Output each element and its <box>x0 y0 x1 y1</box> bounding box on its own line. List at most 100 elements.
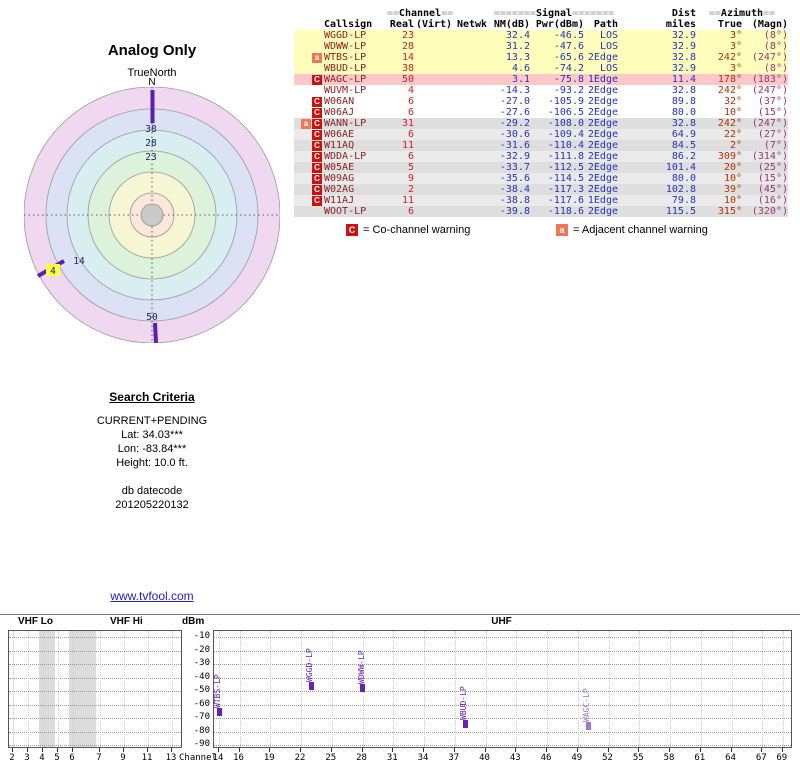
cell-nm: -27.6 <box>499 107 530 118</box>
channel-tick <box>42 748 43 752</box>
cell-dist: 32.9 <box>671 63 696 74</box>
radar-channel-label: 50 <box>146 312 158 323</box>
uhf-panel: WTBS-LP WGGD-LP WDWW-LP WBUD-LP WAGC-LP <box>213 630 792 748</box>
col-netwk: Netwk <box>456 19 488 30</box>
adjacent-channel-legend: a = Adjacent channel warning <box>556 224 708 236</box>
cell-callsign: WDDA-LP <box>324 151 367 162</box>
cell-dist: 89.8 <box>671 96 696 107</box>
tvfool-link[interactable]: www.tvfool.com <box>110 589 194 603</box>
cell-nm: -32.9 <box>499 151 530 162</box>
cell-real: 6 <box>407 96 414 107</box>
channel-gridline <box>762 631 764 747</box>
cell-real: 2 <box>407 184 414 195</box>
cell-callsign: W05AE <box>324 162 355 173</box>
cell-path: 2Edge <box>587 151 618 162</box>
warning-badges <box>294 85 322 96</box>
cell-nm: 32.4 <box>505 30 530 41</box>
search-criteria-title: Search Criteria <box>109 390 195 404</box>
azimuth-group-header: ==Azimuth== <box>708 8 776 19</box>
signal-table: ==Channel== =======Signal======= Dist ==… <box>294 8 788 217</box>
cell-callsign: W06AJ <box>324 107 355 118</box>
cell-nm: 13.3 <box>505 52 530 63</box>
dbm-gridline <box>214 704 791 706</box>
cell-path: 2Edge <box>587 173 618 184</box>
cell-dist: 101.4 <box>665 162 696 173</box>
dbm-gridline <box>9 664 181 665</box>
cell-dist: 64.9 <box>671 129 696 140</box>
radar-channel-label: 38 <box>145 124 157 135</box>
vhf-gap-band <box>39 631 55 747</box>
cell-magn: (27°) <box>757 129 788 140</box>
cell-magn: (15°) <box>757 107 788 118</box>
radar-channel-label: 28 <box>145 138 157 149</box>
cell-callsign: W11AJ <box>324 195 355 206</box>
cell-magn: (16°) <box>757 195 788 206</box>
radar-channel-label: 4 <box>50 266 56 277</box>
dbm-gridline <box>214 691 791 692</box>
cell-netwk <box>454 173 490 184</box>
db-datecode-label: db datecode <box>121 485 183 497</box>
cell-virt <box>414 173 454 184</box>
cell-netwk <box>454 30 490 41</box>
channel-tick <box>699 748 701 752</box>
channel-tick-label: 19 <box>263 753 275 763</box>
cell-pwr: -111.8 <box>547 151 584 162</box>
radar-center-dot <box>140 203 164 227</box>
channel-gridline <box>148 631 149 747</box>
cell-nm: -39.8 <box>499 206 530 217</box>
cell-pwr: -108.0 <box>547 118 584 129</box>
dbm-tick-label: -40 <box>193 671 210 682</box>
channel-gridline <box>485 631 487 747</box>
cell-nm: -38.8 <box>499 195 530 206</box>
cell-true: 39° <box>723 184 742 195</box>
table-row: C WAGC-LP 50 3.1 -75.8 1Edge 11.4 178° (183°) <box>294 74 788 85</box>
channel-tick <box>72 748 73 752</box>
dbm-axis-label: dBm <box>182 616 205 627</box>
channel-gridline <box>639 631 641 747</box>
cell-path: 2Edge <box>587 52 618 63</box>
channel-tick <box>546 748 547 752</box>
highlight-box <box>46 264 60 276</box>
cell-path: 2Edge <box>587 184 618 195</box>
co-channel-badge: C <box>312 173 322 184</box>
channel-tick <box>423 748 424 752</box>
signal-bar <box>360 683 365 692</box>
vhf-lo-band-label: VHF Lo <box>18 616 53 627</box>
dbm-tick-label: -50 <box>193 685 210 695</box>
table-row: WOOT-LP 6 -39.8 -118.6 2Edge 115.5 315° (320°) <box>294 206 788 217</box>
cell-true: 242° <box>717 52 742 63</box>
cell-netwk <box>454 162 490 173</box>
cell-virt <box>414 184 454 195</box>
cell-pwr: -117.3 <box>547 184 584 195</box>
cell-pwr: -47.6 <box>553 41 584 52</box>
signal-bar-callsign: WTBS-LP <box>213 674 222 709</box>
dbm-tick-label: -70 <box>193 712 210 722</box>
dbm-gridline <box>214 664 791 665</box>
channel-tick-label: 28 <box>356 753 367 763</box>
cell-true: 242° <box>717 85 742 96</box>
warning-badges: C <box>294 173 322 184</box>
dbm-gridline <box>214 637 791 638</box>
channel-tick-label: 3 <box>24 753 30 763</box>
channel-tick <box>484 748 486 752</box>
channel-tick-label: 13 <box>165 753 177 763</box>
channel-tick-label: 31 <box>386 753 398 763</box>
dbm-gridline <box>9 677 181 679</box>
dist-group-header: Dist <box>671 8 696 19</box>
cell-callsign: WOOT-LP <box>324 206 367 217</box>
channel-gridline <box>782 631 784 747</box>
cell-real: 38 <box>401 63 414 74</box>
dbm-gridline <box>214 718 791 719</box>
dbm-gridline <box>214 677 791 679</box>
cell-dist: 32.9 <box>671 41 696 52</box>
table-row: a WTBS-LP 14 13.3 -65.6 2Edge 32.8 242° (247°) <box>294 52 788 63</box>
dbm-gridline <box>9 637 181 638</box>
co-channel-badge: C <box>312 162 322 173</box>
cell-virt <box>414 30 454 41</box>
cell-pwr: -46.5 <box>553 30 584 41</box>
cell-pwr: -93.2 <box>553 85 584 96</box>
table-row: a C WANN-LP 31 -29.2 -108.0 2Edge 32.8 242° (247°… <box>294 118 788 129</box>
cell-nm: -31.6 <box>499 140 530 151</box>
signal-bar <box>216 708 222 717</box>
